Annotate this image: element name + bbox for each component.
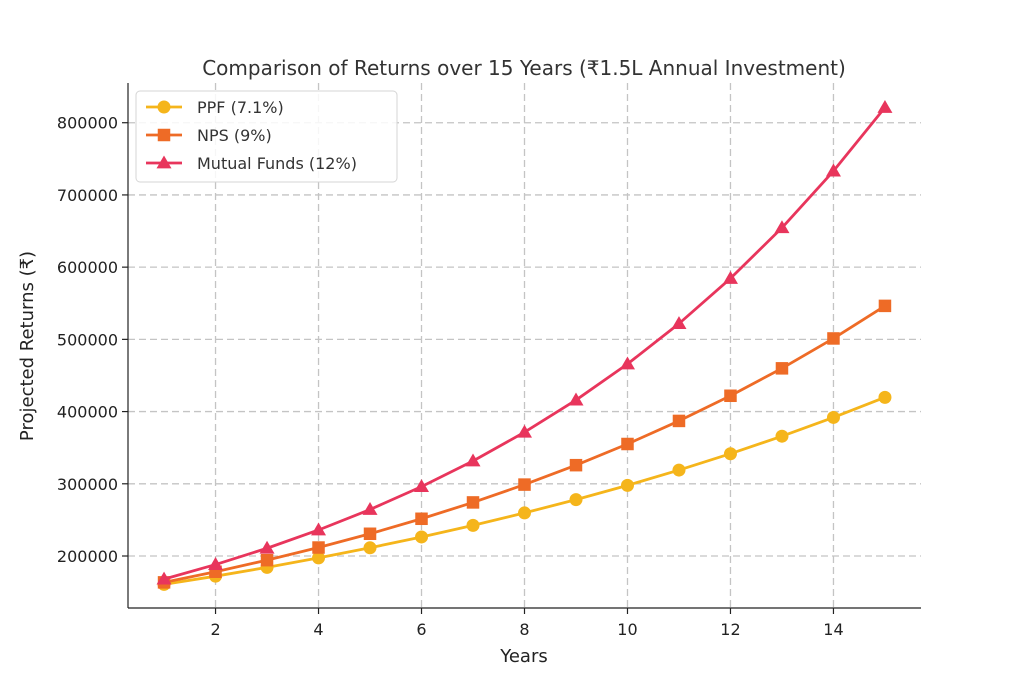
tick-labels: 2 4 6 8 10 12 14 200000 300000 400000 500000 600000… [57,114,844,639]
data-point [569,493,583,507]
data-point [723,447,737,461]
legend-item: NPS (9%) [146,126,272,145]
data-point [827,332,840,345]
y-tick-label: 200000 [57,547,118,566]
y-tick-label: 800000 [57,114,118,133]
data-point [466,496,480,509]
data-point [312,541,325,554]
data-point [619,356,635,370]
x-tick-label: 6 [416,620,426,639]
y-axis-label: Projected Returns (₹) [17,251,38,441]
data-point [826,410,840,424]
x-tick-label: 8 [519,620,529,639]
data-point [414,479,430,493]
data-point [878,299,892,313]
legend-swatch-marker [157,128,171,142]
legend-item: Mutual Funds (12%) [146,154,357,173]
data-point [466,518,480,532]
series-triangle [156,100,893,585]
chart-title: Comparison of Returns over 15 Years (₹1.… [202,56,846,80]
data-point [774,220,790,234]
legend: PPF (7.1%) NPS (9%) Mutual Funds (12%) [135,90,398,183]
series-lines [156,100,893,591]
legend-label: NPS (9%) [197,126,272,145]
data-point [518,506,531,520]
data-point [724,389,737,403]
data-point [620,478,634,492]
legend-box [135,90,398,183]
data-point [156,571,172,585]
x-tick-label: 4 [313,620,323,639]
data-point [672,414,686,428]
x-tick-label: 14 [823,620,843,639]
legend-item: PPF (7.1%) [146,98,284,117]
x-axis-label: Years [499,646,548,667]
data-point [311,522,327,536]
data-point [569,458,583,472]
data-point [722,270,738,284]
data-point [621,437,634,451]
data-point [775,429,789,443]
data-point [465,453,481,467]
y-tick-label: 300000 [57,475,118,494]
data-point [208,557,224,570]
y-tick-label: 600000 [57,258,118,277]
legend-swatch-marker [156,155,172,169]
x-tick-label: 2 [210,620,220,639]
data-point [672,463,686,477]
x-tick-label: 10 [617,620,637,639]
legend-swatch-marker [157,100,171,114]
data-point [671,316,687,330]
data-point [878,390,892,404]
axes [122,83,921,614]
data-point [259,540,275,554]
y-tick-label: 500000 [57,330,118,349]
data-point [877,100,893,113]
data-point [415,512,428,526]
data-point [568,392,584,406]
legend-label: PPF (7.1%) [197,98,284,117]
data-point [260,553,274,567]
data-point [312,551,326,565]
y-tick-label: 400000 [57,403,118,422]
data-point [775,362,789,375]
data-point [362,502,378,515]
data-point [363,527,377,541]
data-point [518,478,531,491]
data-point [825,163,841,177]
x-tick-label: 12 [720,620,740,639]
data-point [363,541,377,555]
data-point [517,424,532,438]
legend-label: Mutual Funds (12%) [197,154,357,173]
y-tick-label: 700000 [57,186,118,205]
data-point [415,530,429,544]
